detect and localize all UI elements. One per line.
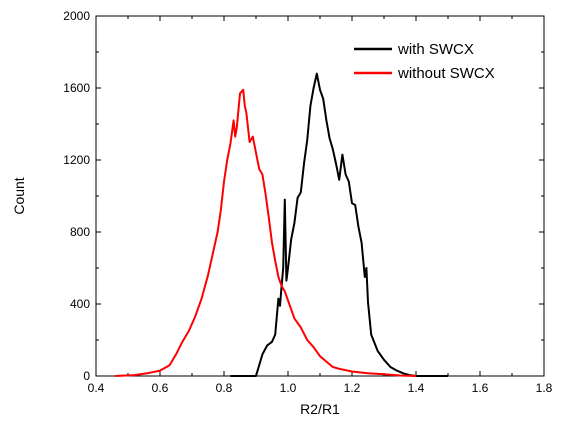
legend-label-0: with SWCX (397, 41, 474, 58)
x-tick-label: 1.4 (408, 381, 425, 395)
x-tick-label: 0.6 (152, 381, 169, 395)
x-axis-title: R2/R1 (300, 401, 340, 417)
series-line-without-swcx (115, 88, 417, 377)
x-tick-label: 0.8 (216, 381, 233, 395)
y-tick-label: 2000 (63, 9, 90, 23)
x-tick-label: 1.6 (472, 381, 489, 395)
y-tick-label: 1200 (63, 153, 90, 167)
series-line-with-swcx (230, 72, 448, 377)
plot-root: 0.4 0.6 0.8 1.0 1.2 1.4 1.6 1.8 0 400 800 1200 1600 2… (11, 9, 553, 417)
y-tick-label: 0 (83, 369, 90, 383)
x-tick-label: 1.0 (280, 381, 297, 395)
y-tick-label: 1600 (63, 81, 90, 95)
y-axis-title: Count (11, 177, 27, 214)
y-tick-label: 400 (70, 297, 90, 311)
y-tick-label: 800 (70, 225, 90, 239)
x-tick-label: 0.4 (88, 381, 105, 395)
legend-label-1: without SWCX (397, 65, 495, 82)
x-tick-label: 1.2 (344, 381, 361, 395)
x-tick-label: 1.8 (536, 381, 553, 395)
